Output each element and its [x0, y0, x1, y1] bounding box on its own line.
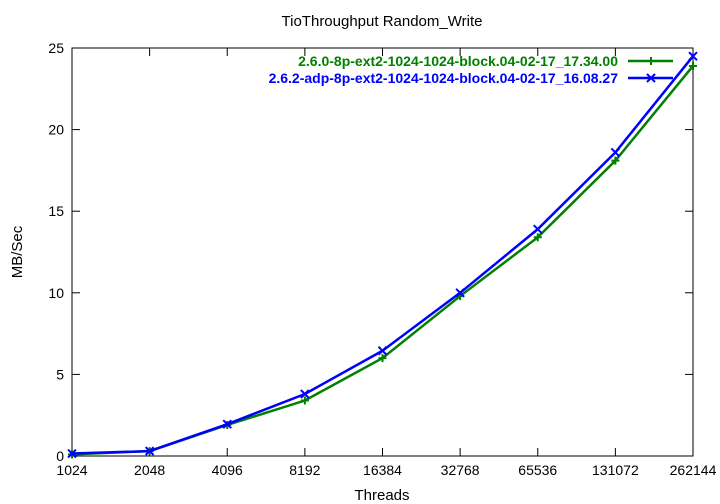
- cross-marker: [144, 446, 155, 456]
- x-tick-label: 262144: [670, 462, 717, 478]
- plot-border: [71, 47, 694, 457]
- y-tick-label: 25: [48, 40, 64, 56]
- cross-marker: [455, 288, 465, 298]
- x-tick-label: 2048: [134, 462, 165, 478]
- plus-marker: [300, 396, 309, 405]
- plus-marker: [611, 156, 620, 165]
- y-tick-label: 10: [48, 285, 64, 301]
- cross-marker: [610, 147, 621, 158]
- legend-label: 2.6.2-adp-8p-ext2-1024-1024-block.04-02-…: [269, 70, 619, 86]
- y-axis-label: MB/Sec: [9, 225, 26, 278]
- cross-marker: [688, 51, 698, 61]
- cross-marker: [533, 224, 543, 234]
- y-tick-label: 5: [56, 366, 64, 382]
- x-axis-label: Threads: [354, 487, 409, 504]
- x-tick-label: 8192: [289, 462, 320, 478]
- x-tick-label: 1024: [56, 462, 87, 478]
- cross-marker: [222, 419, 232, 429]
- cross-marker: [300, 389, 310, 399]
- y-tick-label: 20: [48, 122, 64, 138]
- cross-marker: [67, 448, 77, 459]
- x-tick-label: 16384: [363, 462, 402, 478]
- series-line: [71, 55, 694, 455]
- series-0: [68, 61, 697, 459]
- series-1: [67, 51, 698, 459]
- x-tick-label: 32768: [441, 462, 480, 478]
- plus-marker: [533, 233, 542, 242]
- y-tick-label: 0: [56, 448, 64, 464]
- plus-marker: [647, 57, 655, 65]
- plus-marker: [689, 61, 697, 70]
- plus-marker: [378, 354, 387, 363]
- x-tick-label: 4096: [212, 462, 243, 478]
- legend-label: 2.6.0-8p-ext2-1024-1024-block.04-02-17_1…: [298, 53, 618, 69]
- cross-marker: [646, 73, 656, 83]
- x-tick-label: 65536: [518, 462, 557, 478]
- y-tick-label: 15: [48, 203, 64, 219]
- chart-title: TioThroughput Random_Write: [282, 13, 483, 30]
- cross-marker: [377, 346, 388, 356]
- x-tick-label: 131072: [592, 462, 639, 478]
- series-line: [71, 65, 694, 456]
